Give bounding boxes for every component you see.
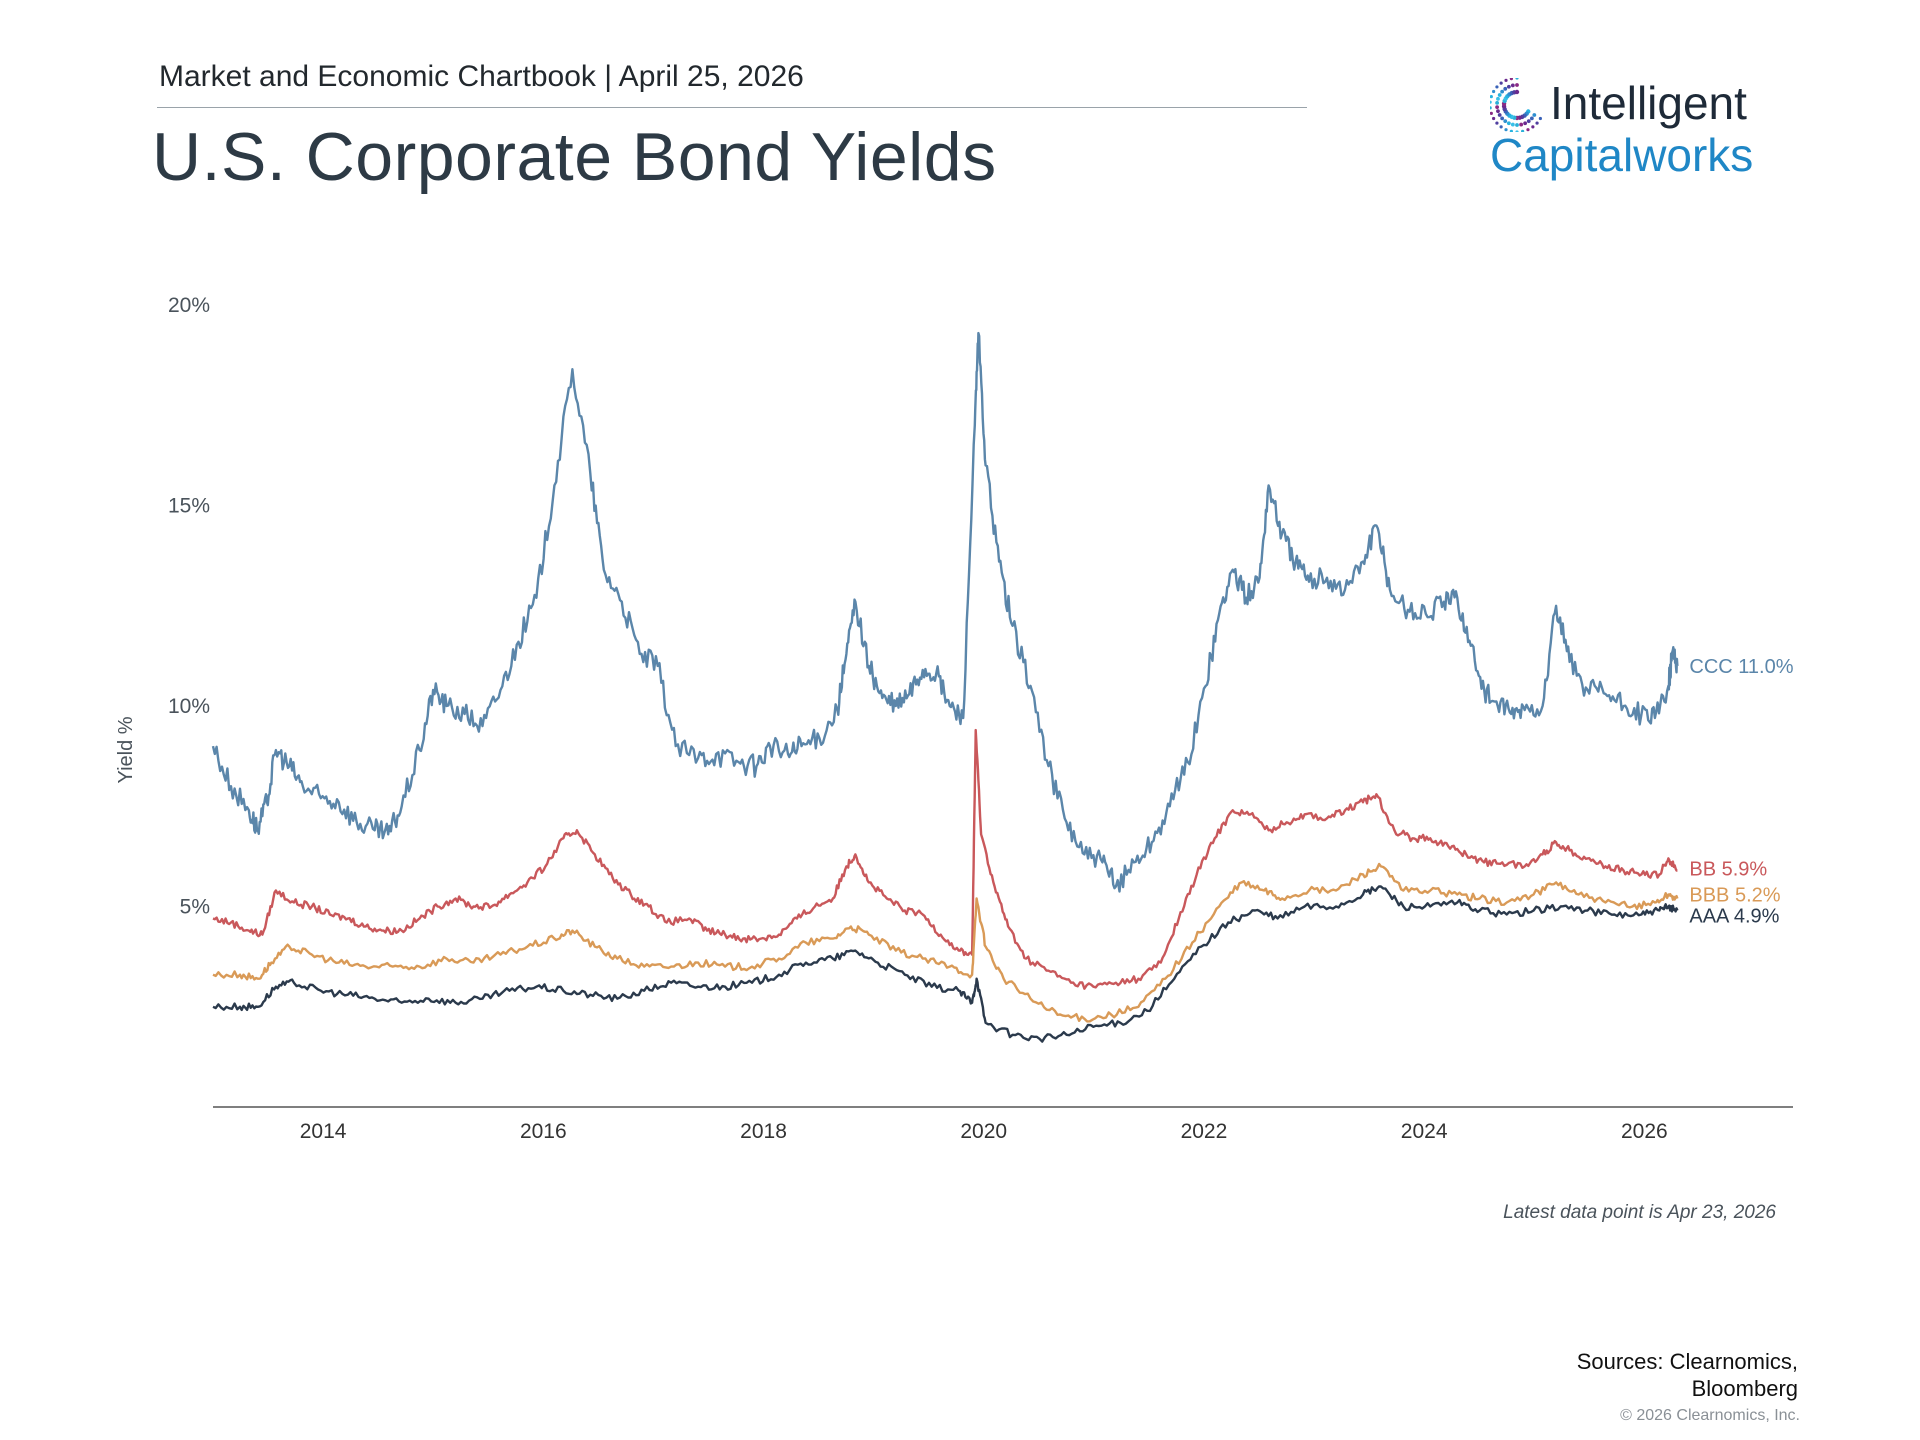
latest-data-note: Latest data point is Apr 23, 2026 (1503, 1202, 1776, 1223)
logo-dot (1503, 86, 1508, 91)
end-label-bbb: BBB 5.2% (1689, 884, 1780, 906)
logo-dot (1519, 122, 1524, 127)
y-axis-label: Yield % (115, 716, 137, 783)
series-line-bb (212, 728, 1678, 990)
logo-dot (1506, 84, 1511, 89)
logo-dot (1526, 128, 1530, 132)
logo-dot (1495, 105, 1500, 109)
series-line-aaa (212, 885, 1679, 1043)
logo-dot (1495, 85, 1499, 89)
y-tick-labels: 5% 10% 15% 20% (168, 294, 210, 919)
logo-dot (1521, 129, 1525, 132)
x-tick-label: 2024 (1401, 1120, 1448, 1143)
logo-dot (1532, 113, 1537, 117)
x-tick-labels: 2014 2016 2018 2020 2022 2024 2026 (300, 1120, 1668, 1143)
sources-text: Sources: Clearnomics, Bloomberg (1498, 1348, 1798, 1402)
logo-dot (1490, 106, 1492, 110)
logo-dot (1497, 93, 1502, 97)
copyright-text: © 2026 Clearnomics, Inc. (1620, 1407, 1800, 1424)
x-tick-label: 2026 (1621, 1120, 1668, 1143)
end-label-aaa: AAA 4.9% (1689, 906, 1779, 928)
logo-dot (1509, 129, 1513, 132)
logo-dot (1499, 125, 1503, 129)
logo-dot (1510, 122, 1515, 127)
series-lines (211, 331, 1679, 1043)
logo-word-capitalworks: Capitalworks (1490, 129, 1754, 181)
end-label-ccc: CCC 11.0% (1689, 656, 1793, 678)
logo-dot (1523, 121, 1528, 126)
yield-line-chart: Yield % 5% 10% 15% 20% 2014 2016 2018 2020 2022… (115, 294, 1794, 1143)
logo-dot (1500, 116, 1505, 121)
logo-dot (1514, 89, 1520, 95)
logo-dot (1504, 128, 1508, 132)
end-label-bb: BB 5.9% (1689, 858, 1767, 880)
series-line-bbb (212, 862, 1679, 1023)
chartbook-subtitle: Market and Economic Chartbook | April 25… (159, 60, 804, 93)
sources-line-1: Sources: Clearnomics, (1576, 1349, 1798, 1374)
logo-dot (1515, 78, 1519, 80)
logo-dot (1531, 125, 1535, 129)
logo-dot (1490, 95, 1493, 99)
logo-dot (1499, 81, 1503, 85)
logo-dot (1510, 83, 1515, 88)
y-tick-label: 10% (168, 695, 210, 718)
logo-dot (1503, 119, 1508, 124)
logo-dot (1495, 121, 1499, 125)
y-tick-label: 15% (168, 495, 210, 518)
logo-dot (1497, 113, 1502, 117)
x-tick-label: 2018 (740, 1120, 787, 1143)
logo-dot (1495, 101, 1500, 105)
header-divider (157, 107, 1307, 108)
series-line-ccc (211, 331, 1679, 893)
page-title: U.S. Corporate Bond Yields (152, 119, 997, 195)
brand-logo: Intelligent Capitalworks (1490, 76, 1790, 186)
logo-dot (1509, 78, 1513, 81)
logo-dot (1496, 96, 1500, 101)
logo-dot (1492, 116, 1496, 121)
x-tick-label: 2022 (1181, 1120, 1228, 1143)
logo-dot (1515, 83, 1519, 87)
logo-dot (1529, 116, 1534, 121)
x-tick-label: 2020 (960, 1120, 1007, 1143)
series-end-labels: CCC 11.0% BB 5.9% BBB 5.2%AAA 4.9% (1689, 656, 1793, 928)
logo-dot (1535, 121, 1539, 125)
x-tick-label: 2014 (300, 1120, 347, 1143)
logo-dot (1504, 78, 1508, 82)
y-tick-label: 5% (180, 896, 210, 919)
logo-dot (1496, 109, 1500, 114)
logo-dot (1500, 89, 1505, 94)
logo-dot (1490, 111, 1493, 115)
logo-dot (1515, 130, 1519, 132)
logo-dot (1526, 119, 1531, 124)
logo-word-intelligent: Intelligent (1550, 77, 1747, 129)
logo-dot (1492, 89, 1496, 94)
y-tick-label: 20% (168, 294, 210, 317)
sunburst-c-logo-icon (1490, 78, 1542, 132)
logo-dot (1515, 123, 1519, 127)
logo-dot (1506, 121, 1511, 126)
sources-line-2: Bloomberg (1691, 1376, 1798, 1401)
x-tick-label: 2016 (520, 1120, 567, 1143)
logo-dot (1538, 116, 1542, 121)
logo-dot (1490, 100, 1492, 104)
